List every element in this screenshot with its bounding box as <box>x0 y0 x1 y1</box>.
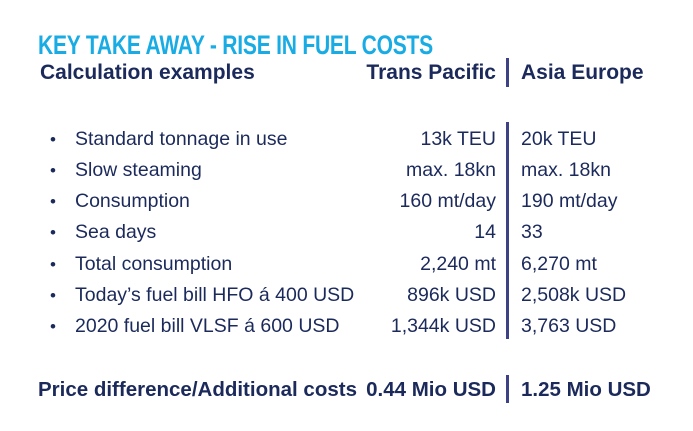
column-header-asia-europe: Asia Europe <box>521 61 644 84</box>
asia-europe-value: 6,270 mt <box>521 252 597 275</box>
row-label: Sea days <box>75 221 157 244</box>
price-difference-asia-europe: 1.25 Mio USD <box>521 378 651 401</box>
row-label: Consumption <box>75 190 190 213</box>
bullet-icon: • <box>50 285 56 305</box>
price-difference-trans-pacific: 0.44 Mio USD <box>366 378 496 401</box>
trans-pacific-value: 14 <box>474 221 496 244</box>
column-header-trans-pacific: Trans Pacific <box>366 61 496 84</box>
asia-europe-value: 3,763 USD <box>521 314 617 337</box>
table-header-row: Calculation examples Trans Pacific Asia … <box>0 58 693 88</box>
bullet-icon: • <box>50 130 56 149</box>
price-difference-label: Price difference/Additional costs <box>38 378 357 401</box>
table-row: • Sea days 14 33 <box>0 217 693 248</box>
asia-europe-value: 33 <box>521 221 543 244</box>
column-header-calculation-examples: Calculation examples <box>40 61 255 84</box>
bullet-icon: • <box>50 316 56 336</box>
table-row: • Today’s fuel bill HFO á 400 USD 896k U… <box>0 280 693 311</box>
row-label: Standard tonnage in use <box>75 128 288 150</box>
footer-column-divider <box>506 375 509 403</box>
bullet-icon: • <box>50 223 56 243</box>
bullet-icon: • <box>50 192 56 212</box>
body-column-divider <box>506 122 509 339</box>
trans-pacific-value: 1,344k USD <box>390 314 496 337</box>
table-row: • 2020 fuel bill VLSF á 600 USD 1,344k U… <box>0 311 693 342</box>
row-label: Total consumption <box>75 252 233 275</box>
header-column-divider <box>506 58 509 87</box>
row-label: Slow steaming <box>75 159 202 182</box>
asia-europe-value: max. 18kn <box>521 159 611 182</box>
table-row: • Slow steaming max. 18kn max. 18kn <box>0 155 693 186</box>
price-difference-row: Price difference/Additional costs 0.44 M… <box>0 374 693 406</box>
asia-europe-value: 2,508k USD <box>521 283 627 306</box>
table-row: • Standard tonnage in use 13k TEU 20k TE… <box>0 124 693 155</box>
trans-pacific-value: 13k TEU <box>420 128 496 150</box>
trans-pacific-value: 2,240 mt <box>420 252 496 275</box>
asia-europe-value: 20k TEU <box>521 128 597 150</box>
table-row: • Total consumption 2,240 mt 6,270 mt <box>0 249 693 280</box>
row-label: 2020 fuel bill VLSF á 600 USD <box>75 314 340 337</box>
page-title: KEY TAKE AWAY - RISE IN FUEL COSTS <box>38 30 433 60</box>
table-row: • Consumption 160 mt/day 190 mt/day <box>0 186 693 217</box>
asia-europe-value: 190 mt/day <box>521 190 618 213</box>
table-body: • Standard tonnage in use 13k TEU 20k TE… <box>0 124 693 342</box>
trans-pacific-value: max. 18kn <box>406 159 496 182</box>
bullet-icon: • <box>50 161 56 181</box>
bullet-icon: • <box>50 254 56 274</box>
trans-pacific-value: 896k USD <box>407 283 496 306</box>
row-label: Today’s fuel bill HFO á 400 USD <box>75 283 355 306</box>
trans-pacific-value: 160 mt/day <box>399 190 496 213</box>
